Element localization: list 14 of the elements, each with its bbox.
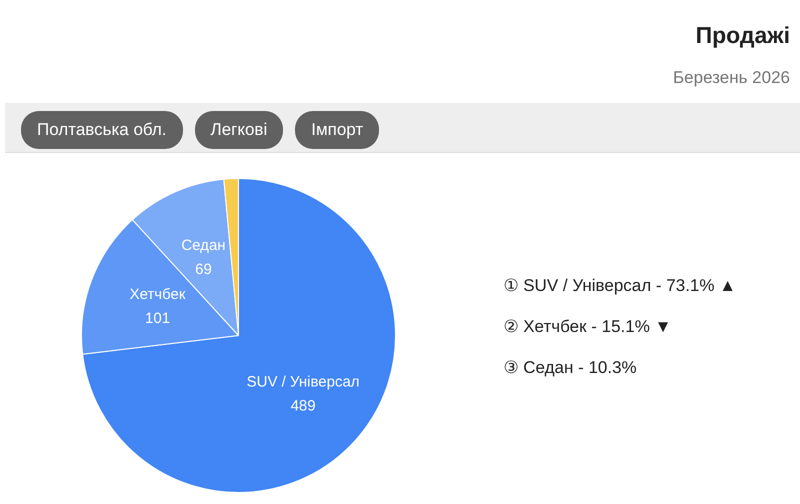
text: ① SUV / Універсал - 73.1% ▲ <box>504 276 736 295</box>
text: Полтавська обл. <box>21 111 183 150</box>
slice-label: SUV / Універсал <box>246 373 360 390</box>
data-label: 101 <box>145 310 170 328</box>
data-label: 69 <box>195 261 212 278</box>
text: Імпорт <box>295 111 380 150</box>
text: Легкові <box>194 111 284 150</box>
text: ③ Седан - 10.3% <box>504 358 637 377</box>
text: Березень 2026 <box>672 66 790 89</box>
text: Продажі <box>694 21 790 50</box>
data-label: 489 <box>290 397 316 414</box>
slice-label: Седан <box>181 237 226 254</box>
text: ② Хетчбек - 15.1% ▼ <box>504 317 672 336</box>
slice-label: Хетчбек <box>130 286 186 304</box>
